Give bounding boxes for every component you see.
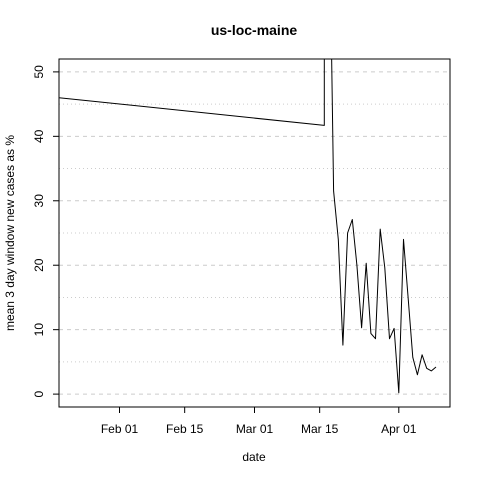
y-tick-label: 40 (32, 129, 46, 143)
x-axis-label: date (242, 450, 266, 464)
y-tick-label: 0 (32, 390, 46, 397)
x-tick-label: Mar 15 (301, 422, 339, 436)
x-tick-label: Apr 01 (381, 422, 417, 436)
x-tick-label: Feb 15 (166, 422, 204, 436)
x-tick-label: Mar 01 (236, 422, 274, 436)
y-axis-label: mean 3 day window new cases as % (3, 135, 17, 331)
y-tick-label: 30 (32, 194, 46, 208)
x-tick-label: Feb 01 (101, 422, 139, 436)
y-tick-label: 20 (32, 258, 46, 272)
chart-title: us-loc-maine (211, 22, 298, 38)
y-tick-label: 50 (32, 65, 46, 79)
y-tick-label: 10 (32, 323, 46, 337)
